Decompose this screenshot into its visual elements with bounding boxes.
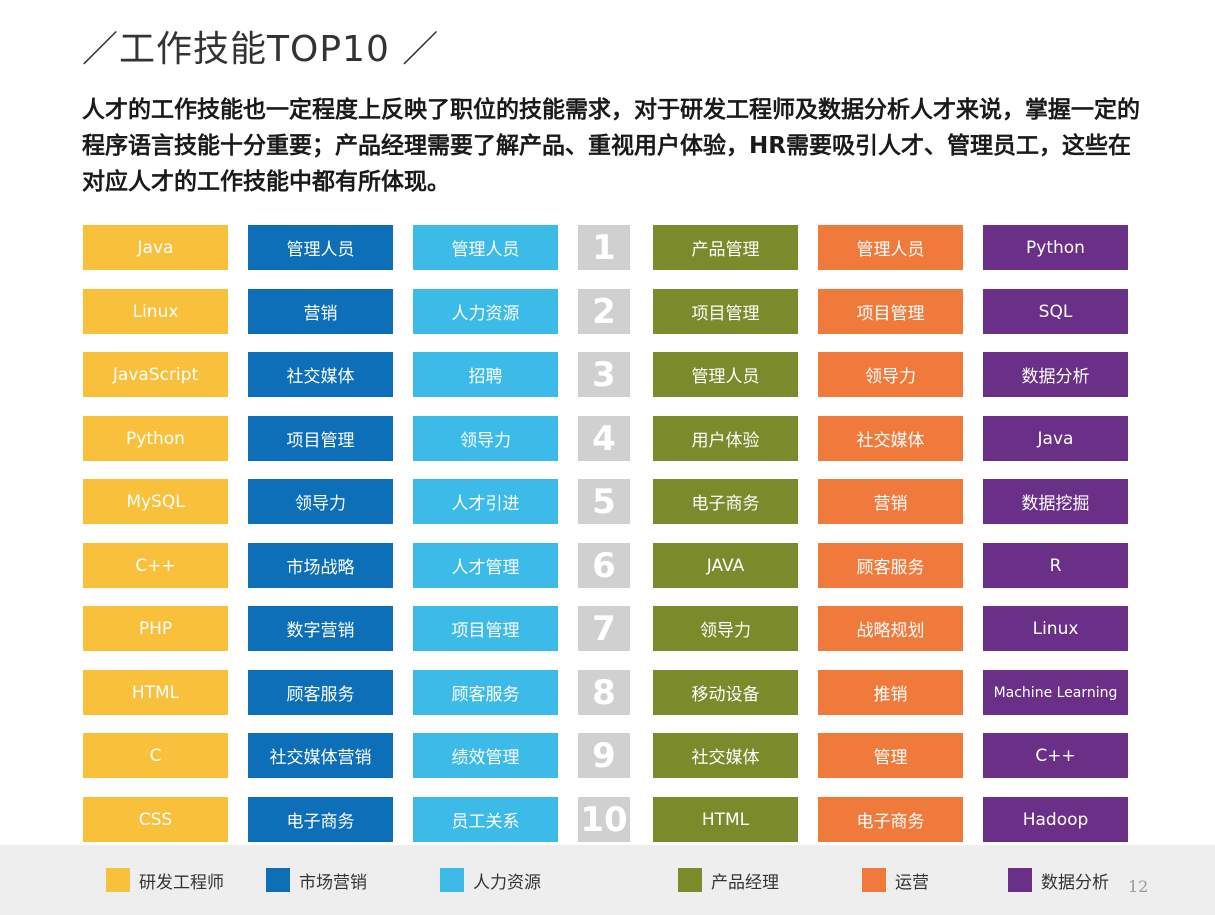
skill-cell: Java: [83, 225, 228, 270]
legend-label-product-manager: 产品经理: [711, 872, 779, 893]
skill-cell: 营销: [248, 289, 393, 334]
skill-cell: 营销: [818, 479, 963, 524]
skill-cell: Java: [983, 416, 1128, 461]
legend-label-marketing: 市场营销: [299, 872, 367, 893]
skill-cell: 领导力: [653, 606, 798, 651]
skill-cell: 管理人员: [413, 225, 558, 270]
legend-swatch-operations: [862, 868, 886, 892]
skill-cell: 用户体验: [653, 416, 798, 461]
rank-number: 3: [578, 352, 630, 397]
skill-cell: 管理人员: [818, 225, 963, 270]
skill-cell: 顾客服务: [413, 670, 558, 715]
skill-cell: 移动设备: [653, 670, 798, 715]
rank-number: 10: [578, 797, 630, 842]
skill-cell: SQL: [983, 289, 1128, 334]
skill-cell: 项目管理: [818, 289, 963, 334]
legend-swatch-product-manager: [678, 868, 702, 892]
skill-cell: 电子商务: [818, 797, 963, 842]
skill-cell: 项目管理: [413, 606, 558, 651]
skill-cell: 领导力: [248, 479, 393, 524]
skill-cell: 产品管理: [653, 225, 798, 270]
skill-cell: 推销: [818, 670, 963, 715]
legend-item-product-manager: 产品经理: [678, 867, 779, 893]
legend-item-operations: 运营: [862, 867, 929, 893]
skill-cell: 数字营销: [248, 606, 393, 651]
skills-grid: Java Linux JavaScript Python MySQL C++ PHP HTML…: [83, 225, 1128, 842]
page-number: 12: [1128, 877, 1149, 896]
rank-number: 6: [578, 543, 630, 588]
skill-cell: 管理人员: [248, 225, 393, 270]
skill-cell: 数据分析: [983, 352, 1128, 397]
skill-cell: 项目管理: [248, 416, 393, 461]
legend-item-data-analysis: 数据分析: [1008, 867, 1109, 893]
rank-number: 9: [578, 733, 630, 778]
skill-cell: PHP: [83, 606, 228, 651]
skill-cell: 人力资源: [413, 289, 558, 334]
rank-number: 5: [578, 479, 630, 524]
skill-cell: 人才引进: [413, 479, 558, 524]
skill-cell: MySQL: [83, 479, 228, 524]
skill-cell: 社交媒体: [248, 352, 393, 397]
skill-cell: 市场战略: [248, 543, 393, 588]
skill-cell: 领导力: [818, 352, 963, 397]
skill-cell: 绩效管理: [413, 733, 558, 778]
skill-cell: 社交媒体: [653, 733, 798, 778]
skill-cell: 员工关系: [413, 797, 558, 842]
skill-cell: Python: [983, 225, 1128, 270]
skill-cell: 招聘: [413, 352, 558, 397]
skill-cell: 数据挖掘: [983, 479, 1128, 524]
page-description: 人才的工作技能也一定程度上反映了职位的技能需求，对于研发工程师及数据分析人才来说…: [82, 97, 1140, 195]
skill-cell: HTML: [653, 797, 798, 842]
skill-cell: Linux: [983, 606, 1128, 651]
legend-label-rd-engineer: 研发工程师: [139, 872, 224, 893]
legend-label-operations: 运营: [895, 872, 929, 893]
skill-cell: 顾客服务: [818, 543, 963, 588]
skill-cell: CSS: [83, 797, 228, 842]
skill-cell: 战略规划: [818, 606, 963, 651]
legend-swatch-rd-engineer: [106, 868, 130, 892]
page-title: ／工作技能TOP10 ／: [82, 29, 440, 70]
skill-cell: 领导力: [413, 416, 558, 461]
legend-swatch-data-analysis: [1008, 868, 1032, 892]
skill-cell: 管理: [818, 733, 963, 778]
legend-item-hr: 人力资源: [440, 867, 541, 893]
skill-cell: C++: [983, 733, 1128, 778]
skill-cell: JavaScript: [83, 352, 228, 397]
legend-item-marketing: 市场营销: [266, 867, 367, 893]
skill-cell: C: [83, 733, 228, 778]
legend-item-rd-engineer: 研发工程师: [106, 867, 224, 893]
skill-cell: 项目管理: [653, 289, 798, 334]
skill-cell: 人才管理: [413, 543, 558, 588]
skill-cell: 电子商务: [653, 479, 798, 524]
skill-cell: JAVA: [653, 543, 798, 588]
skill-cell: Python: [83, 416, 228, 461]
legend-bar: 研发工程师 市场营销 人力资源 产品经理 运营 数据分析 12: [0, 845, 1215, 915]
rank-number: 2: [578, 289, 630, 334]
skill-cell: C++: [83, 543, 228, 588]
rank-number: 1: [578, 225, 630, 270]
legend-label-hr: 人力资源: [473, 872, 541, 893]
skill-cell: HTML: [83, 670, 228, 715]
rank-number: 7: [578, 606, 630, 651]
legend-swatch-marketing: [266, 868, 290, 892]
rank-number: 4: [578, 416, 630, 461]
skill-cell: 管理人员: [653, 352, 798, 397]
skill-cell: Hadoop: [983, 797, 1128, 842]
skill-cell: 顾客服务: [248, 670, 393, 715]
skill-cell: 社交媒体营销: [248, 733, 393, 778]
skill-cell: R: [983, 543, 1128, 588]
skill-cell: Linux: [83, 289, 228, 334]
skill-cell: 电子商务: [248, 797, 393, 842]
legend-swatch-hr: [440, 868, 464, 892]
skill-cell: Machine Learning: [983, 670, 1128, 715]
legend-label-data-analysis: 数据分析: [1041, 872, 1109, 893]
rank-number: 8: [578, 670, 630, 715]
skill-cell: 社交媒体: [818, 416, 963, 461]
